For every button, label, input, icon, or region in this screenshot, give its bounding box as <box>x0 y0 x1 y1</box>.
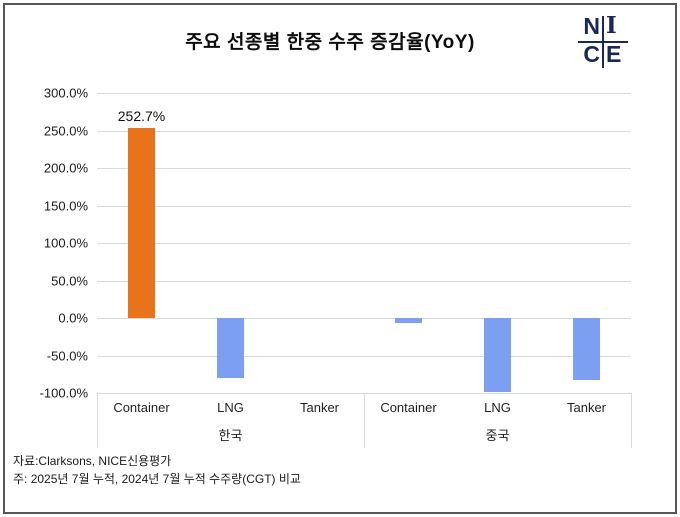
y-tick-label: 200.0% <box>43 160 88 176</box>
axis-group-separator <box>97 393 98 448</box>
x-group-label: 한국 <box>218 428 243 443</box>
gridline <box>97 318 631 319</box>
x-category-label: Tanker <box>566 400 607 415</box>
x-axis-category-labels: Container LNG Tanker Container LNG Tanker <box>97 394 631 421</box>
logo-letter-n: N <box>583 13 600 39</box>
chart-footnotes: 자료:Clarksons, NICE신용평가 주: 2025년 7월 누적, 2… <box>13 452 301 488</box>
bar-container-3 <box>395 318 422 324</box>
comparison-note: 주: 2025년 7월 누적, 2024년 7월 누적 수주량(CGT) 비교 <box>13 472 301 486</box>
axis-group-separator <box>631 393 632 448</box>
bar-tanker-5 <box>573 318 600 381</box>
gridline <box>97 280 631 282</box>
gridline <box>97 130 631 132</box>
gridline <box>97 93 631 94</box>
logo-letter-e: E <box>606 41 622 67</box>
y-axis-tick-labels: 300.0% 250.0% 200.0% 150.0% 100.0% 50.0% 0.0% -… <box>10 86 88 401</box>
x-category-label: Container <box>380 400 437 415</box>
nice-logo: N I C E <box>578 12 628 68</box>
y-tick-label: 250.0% <box>43 123 88 138</box>
bar-data-label: 252.7% <box>117 108 166 125</box>
gridline <box>97 355 631 357</box>
y-tick-label: 50.0% <box>51 273 88 288</box>
source-note: 자료:Clarksons, NICE신용평가 <box>13 454 172 468</box>
bar-lng-4 <box>484 318 511 393</box>
logo-letter-c: C <box>583 41 600 67</box>
bar-lng-1 <box>217 318 244 378</box>
axis-group-separator <box>364 393 365 448</box>
x-category-label: LNG <box>217 400 244 415</box>
x-category-label: LNG <box>484 400 511 415</box>
plot-area: 252.7% <box>97 93 631 394</box>
gridline <box>97 205 631 207</box>
x-category-label: Tanker <box>299 400 340 415</box>
logo-cross-horizontal-line <box>578 41 628 43</box>
logo-letter-i: I <box>606 12 617 39</box>
x-category-label: Container <box>113 400 170 415</box>
bar-container-0 <box>128 128 155 318</box>
y-tick-label: 100.0% <box>43 235 88 251</box>
y-tick-label: 0.0% <box>58 310 88 326</box>
y-tick-label: -50.0% <box>46 348 88 363</box>
y-tick-label: 150.0% <box>43 198 88 213</box>
y-tick-label: -100.0% <box>39 385 88 401</box>
y-tick-label: 300.0% <box>43 85 88 101</box>
x-group-label: 중국 <box>485 428 510 443</box>
chart-title: 주요 선종별 한중 수주 증감율(YoY) <box>185 32 475 53</box>
gridline <box>97 243 631 244</box>
x-axis-group-labels: 한국 중국 <box>97 421 631 448</box>
gridline <box>97 168 631 169</box>
